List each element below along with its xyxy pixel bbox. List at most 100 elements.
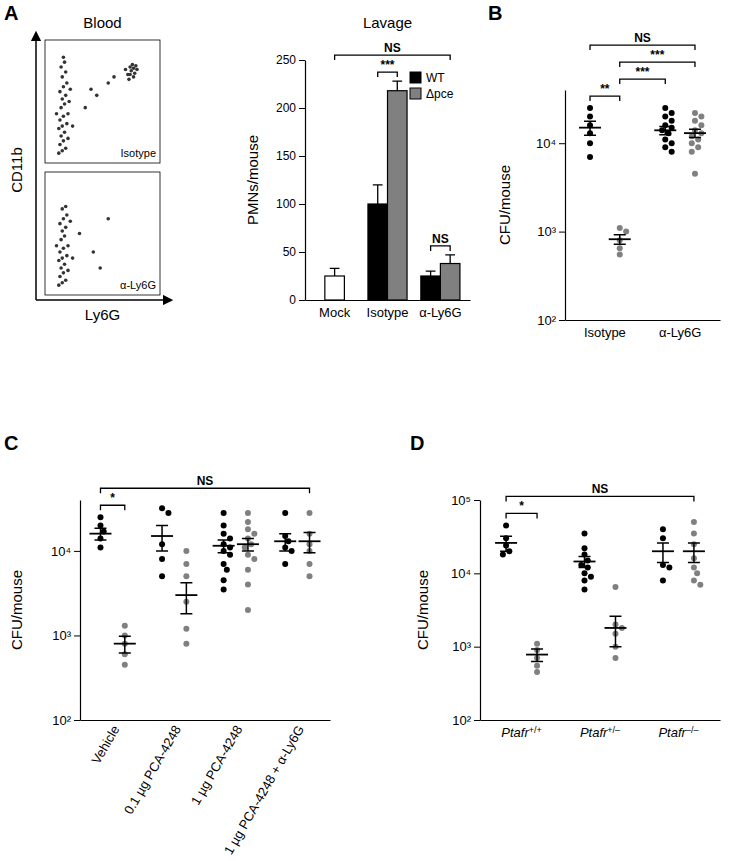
significance-label: NS [592,482,609,496]
data-point [159,556,165,562]
tick-mark [299,252,305,253]
tick-mark [474,647,480,648]
tick-label: 10³ [537,224,556,239]
event-dot [62,217,66,221]
data-point [245,567,251,573]
data-point [582,577,588,583]
error-bar [279,534,291,551]
data-point [97,514,103,520]
significance-bracket [100,505,124,510]
data-point [183,641,189,647]
event-dot [59,134,63,138]
event-dot [135,68,139,72]
data-point [251,531,257,537]
y-axis-title: CFU/mouse [414,570,431,650]
significance-bracket [506,496,694,501]
event-dot [58,90,62,94]
tick-label: 10² [537,313,556,328]
tick-label: 10⁴ [51,544,71,559]
tick: Ptafr+/– [580,725,620,740]
panel-letter: A [4,2,18,24]
tick: 10³ [452,639,480,654]
event-dot [58,250,62,254]
plot-frame [45,172,160,295]
tick: 50 [283,245,305,259]
tick-mark [474,720,480,721]
data-point [691,577,697,583]
data-point [97,544,103,550]
event-dot [133,71,137,75]
significance-bracket [590,96,620,101]
tick: 200 [276,101,305,115]
tick: 10² [452,713,480,728]
data-point [245,582,251,588]
data-point [97,522,103,528]
data-point [282,561,288,567]
event-dot [60,281,64,285]
panel-letter: B [488,2,502,24]
category-label: Ptafr+/– [580,725,620,740]
error-bar [373,185,383,204]
event-dot [59,266,63,270]
data-point [245,519,251,525]
event-dot [60,149,64,153]
error-bar [242,539,254,551]
tick-mark [559,232,565,233]
category-label: Isotype [367,305,409,320]
event-dot [59,65,63,69]
event-dot [71,124,75,128]
data-point [617,245,623,251]
event-dot [65,213,69,217]
error-bar [609,616,621,646]
tick: 10² [537,313,565,328]
event-dot [63,262,67,266]
event-dot [106,81,110,85]
tick: 1 µg PCA-4248 [188,723,246,808]
data-point [587,140,593,146]
tick-label: 10³ [452,639,471,654]
tick: 250 [276,53,305,67]
data-point [662,105,668,111]
data-point [245,510,251,516]
y-axis-title: CFU/mouse [496,165,513,245]
tick-mark [299,108,305,109]
significance-bracket [620,62,695,67]
significance-label: *** [380,58,394,72]
data-point [669,140,675,146]
error-bar [304,533,316,553]
data-point [245,552,251,558]
event-dot [60,97,64,101]
tick: α-Ly6G [419,305,461,320]
data-point [122,623,128,629]
significance-label: ** [600,82,610,96]
data-point [245,526,251,532]
data-point [582,587,588,593]
axis-line [566,320,721,321]
tick-mark [559,143,565,144]
legend-swatch [410,72,421,83]
significance-bracket [378,72,398,77]
bars [325,81,460,300]
tick-mark [474,573,480,574]
data-point [183,573,189,579]
x-axis-title: Ly6G [85,306,120,323]
event-dot [66,244,70,248]
data-point [183,626,189,632]
event-dot [67,100,71,104]
axis-line [565,91,566,321]
y-arrow [35,36,37,300]
category-label: Ptafr–/– [658,725,698,740]
error-bar [584,121,596,135]
tick-label: 100 [276,197,296,211]
event-dot [66,112,70,116]
category-label: α-Ly6G [659,325,701,340]
bar [368,204,388,300]
data-point [689,140,695,146]
event-dot [57,127,61,131]
event-dot [132,66,136,70]
data-point [694,570,700,576]
category-label: Ptafr+/+ [501,725,541,740]
significance-bracket [590,45,695,50]
event-dot [55,112,59,116]
axis-line [480,501,481,721]
